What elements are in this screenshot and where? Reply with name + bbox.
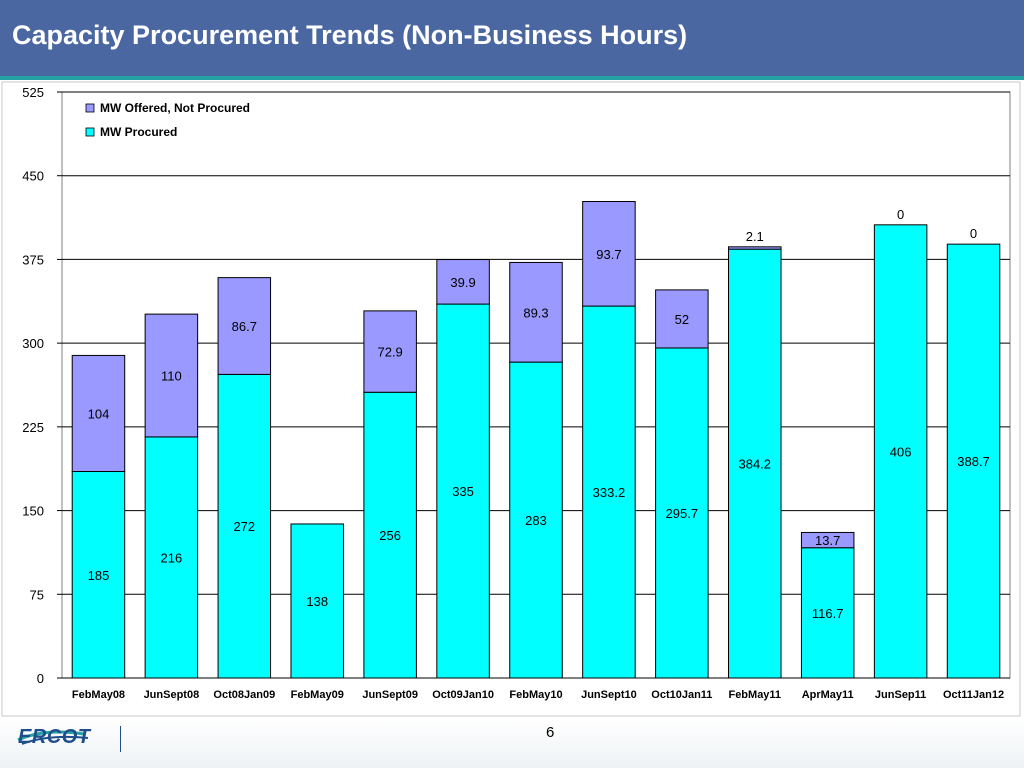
bar-procured xyxy=(728,248,782,679)
data-label-offered: 2.1 xyxy=(746,229,764,244)
stacked-bar-chart: 0 75 150 225 300 375 450 525 185 104 FebMay08 216 11… xyxy=(1,81,1021,717)
data-label-offered: 104 xyxy=(88,406,110,421)
y-tick-label: 225 xyxy=(22,420,44,435)
y-tick-label: 75 xyxy=(30,587,44,602)
data-label-offered: 89.3 xyxy=(523,305,548,320)
data-label-procured: 406 xyxy=(890,444,912,459)
bar-offered xyxy=(436,259,490,305)
bar-procured xyxy=(144,436,199,679)
data-label-procured: 388.7 xyxy=(957,454,990,469)
data-label-procured: 216 xyxy=(161,550,183,565)
data-label-procured: 283 xyxy=(525,513,547,528)
x-category-label: Oct09Jan10 xyxy=(432,689,494,701)
bar-procured xyxy=(290,523,344,679)
y-tick-label: 300 xyxy=(22,336,44,351)
bar-offered xyxy=(71,354,126,473)
x-category-label: Oct10Jan11 xyxy=(651,689,712,701)
bar-procured xyxy=(363,391,417,679)
y-tick-label: 150 xyxy=(22,504,44,519)
bar-procured xyxy=(436,303,490,679)
bar-offered xyxy=(582,200,636,307)
bar-offered xyxy=(144,313,199,438)
data-label-offered: 52 xyxy=(675,312,689,327)
chart-container: 0 75 150 225 300 375 450 525 185 104 FebMay08 216 11… xyxy=(0,80,1024,720)
data-label-procured: 335 xyxy=(452,484,474,499)
x-category-label: JunSept08 xyxy=(144,689,200,701)
y-tick-label: 450 xyxy=(22,169,44,184)
data-label-procured: 333.2 xyxy=(593,485,626,500)
data-label-offered: 86.7 xyxy=(232,319,257,334)
bar-offered xyxy=(800,531,855,549)
data-label-offered: 0 xyxy=(970,226,977,241)
x-category-label: JunSept10 xyxy=(581,689,637,701)
data-label-procured: 138 xyxy=(306,594,328,609)
data-label-procured: 256 xyxy=(379,528,401,543)
x-category-label: Oct08Jan09 xyxy=(213,689,275,701)
data-label-offered: 72.9 xyxy=(377,345,402,360)
slide-footer: ERCOT 6 xyxy=(0,718,1024,768)
x-category-label: JunSep11 xyxy=(875,689,926,701)
ercot-logo-icon xyxy=(17,730,89,745)
bar-offered xyxy=(217,277,272,375)
bar-procured xyxy=(873,224,928,679)
legend-label: MW Offered, Not Procured xyxy=(100,101,250,115)
bar-offered xyxy=(728,246,782,250)
page-number: 6 xyxy=(546,724,555,741)
x-category-label: FebMay11 xyxy=(728,689,781,701)
slide-header: Capacity Procurement Trends (Non-Busines… xyxy=(0,0,1024,80)
y-tick-label: 0 xyxy=(37,671,44,686)
bar-procured xyxy=(946,243,1001,679)
data-label-offered: 0 xyxy=(897,207,904,222)
legend-swatch xyxy=(85,127,95,137)
x-category-label: Oct11Jan12 xyxy=(943,689,1004,701)
data-label-offered: 13.7 xyxy=(815,533,840,548)
x-category-label: JunSept09 xyxy=(362,689,418,701)
bar-procured xyxy=(655,347,709,679)
data-label-offered: 39.9 xyxy=(450,275,475,290)
data-label-procured: 295.7 xyxy=(666,506,699,521)
legend-label: MW Procured xyxy=(100,125,177,139)
bar-offered xyxy=(509,261,563,363)
logo-text: ERCOT xyxy=(18,726,91,748)
bar-procured xyxy=(509,361,563,679)
page-title: Capacity Procurement Trends (Non-Busines… xyxy=(12,20,688,50)
footer-divider xyxy=(120,726,121,752)
x-category-label: FebMay09 xyxy=(291,689,344,701)
x-category-label: AprMay11 xyxy=(802,689,854,701)
x-category-label: FebMay08 xyxy=(72,689,125,701)
bar-procured xyxy=(71,471,126,679)
data-label-procured: 272 xyxy=(233,519,255,534)
x-category-label: FebMay10 xyxy=(509,689,562,701)
bar-offered xyxy=(363,310,417,393)
data-label-offered: 110 xyxy=(161,369,182,384)
data-label-procured: 384.2 xyxy=(738,457,771,472)
data-label-procured: 185 xyxy=(88,568,110,583)
legend-swatch xyxy=(85,103,95,113)
y-tick-label: 525 xyxy=(22,85,44,100)
bar-procured xyxy=(217,373,272,679)
data-label-offered: 93.7 xyxy=(596,247,621,262)
data-label-procured: 116.7 xyxy=(812,606,844,621)
bar-procured xyxy=(800,547,855,679)
bar-offered xyxy=(655,289,709,349)
bar-procured xyxy=(582,305,636,679)
y-tick-label: 375 xyxy=(22,252,44,267)
